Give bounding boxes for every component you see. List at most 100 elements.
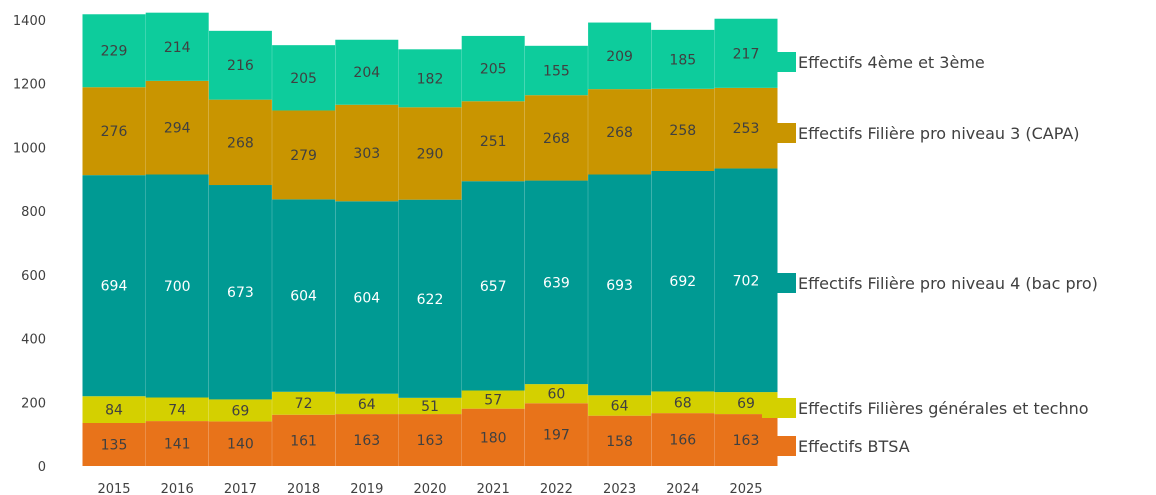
- bar-value-label: 268: [543, 131, 570, 147]
- bar-segment: [461, 181, 525, 391]
- x-tick-label: 2021: [477, 482, 510, 495]
- bar-value-label: 216: [227, 58, 254, 74]
- bar-segment: [651, 29, 715, 89]
- y-tick-label: 1400: [13, 14, 46, 29]
- bar-segment: [208, 99, 272, 186]
- bar-value-label: 268: [606, 125, 633, 141]
- y-tick-label: 0: [38, 460, 46, 475]
- bar-segment: [398, 397, 462, 415]
- bar-segment: [524, 95, 588, 181]
- bar-segment: [335, 393, 399, 415]
- bar-segment: [651, 171, 715, 392]
- bar-segment: [82, 422, 146, 466]
- bar-segment: [461, 35, 525, 102]
- bar-value-label: 692: [669, 274, 696, 290]
- bar-segment: [714, 392, 778, 415]
- bar-value-label: 166: [669, 433, 696, 449]
- legend-swatch: [762, 273, 796, 293]
- bar-value-label: 197: [543, 428, 570, 444]
- legend-label: Effectifs Filière pro niveau 4 (bac pro): [798, 274, 1098, 293]
- x-tick-label: 2023: [603, 482, 636, 495]
- bar-value-label: 229: [101, 44, 128, 60]
- bar-value-label: 702: [733, 273, 760, 289]
- legend-swatch: [762, 436, 796, 456]
- bar-value-label: 163: [417, 433, 444, 449]
- bar-segment: [335, 39, 399, 105]
- bar-value-label: 60: [547, 387, 565, 403]
- y-axis: 0 200 400 600 800 1000 1200 1400: [13, 14, 46, 475]
- y-tick-label: 600: [21, 269, 46, 284]
- legend-label: Effectifs 4ème et 3ème: [798, 53, 985, 72]
- bar-segment: [524, 384, 588, 404]
- bar-segment: [208, 421, 272, 466]
- legend-swatch: [762, 398, 796, 418]
- bar-segment: [335, 201, 399, 394]
- bar-segment: [588, 22, 652, 90]
- bar-value-label: 204: [353, 65, 380, 81]
- bar-segment: [208, 399, 272, 422]
- x-tick-label: 2017: [224, 482, 257, 495]
- bar-value-label: 205: [480, 62, 507, 78]
- legend: Effectifs 4ème et 3ème Effectifs Filière …: [762, 52, 1098, 456]
- bar-segment: [461, 408, 525, 466]
- bar-value-label: 217: [733, 46, 760, 62]
- bar-segment: [272, 391, 336, 415]
- bar-value-label: 205: [290, 71, 317, 87]
- bar-segment: [588, 395, 652, 416]
- x-axis: 2015 2016 2017 2018 2019 2020 2021 2022 2023 2024…: [97, 482, 762, 495]
- bar-segment: [524, 403, 588, 466]
- x-tick-label: 2020: [413, 482, 446, 495]
- bar-value-label: 251: [480, 134, 507, 150]
- bar-value-label: 303: [353, 146, 380, 162]
- y-tick-label: 800: [21, 205, 46, 220]
- bar-segment: [82, 396, 146, 423]
- bar-value-label: 182: [417, 71, 444, 87]
- bar-segment: [272, 110, 336, 200]
- bar-segment: [588, 89, 652, 175]
- bar-segment: [145, 421, 209, 466]
- bar-segment: [588, 415, 652, 466]
- bar-segment: [398, 199, 462, 398]
- bar-segment: [651, 88, 715, 172]
- bar-segment: [82, 175, 146, 397]
- legend-swatch: [762, 123, 796, 143]
- bar-segment: [461, 390, 525, 409]
- bar-segment: [651, 391, 715, 414]
- bar-value-label: 158: [606, 434, 633, 450]
- legend-swatch: [762, 52, 796, 72]
- bar-value-label: 163: [353, 433, 380, 449]
- x-tick-label: 2019: [350, 482, 383, 495]
- bar-value-label: 69: [737, 396, 755, 412]
- bar-value-label: 64: [358, 397, 376, 413]
- legend-label: Effectifs Filière pro niveau 3 (CAPA): [798, 124, 1080, 143]
- bar-value-label: 51: [421, 399, 439, 415]
- bar-value-label: 294: [164, 121, 191, 137]
- bar-value-label: 209: [606, 49, 633, 65]
- x-tick-label: 2024: [666, 482, 699, 495]
- bar-value-label: 694: [101, 279, 128, 295]
- bar-value-label: 57: [484, 393, 502, 409]
- bar-value-label: 290: [417, 146, 444, 162]
- y-tick-label: 1000: [13, 141, 46, 156]
- bar-segment: [82, 87, 146, 176]
- bar-value-label: 258: [669, 123, 696, 139]
- y-tick-label: 400: [21, 333, 46, 348]
- bar-value-label: 279: [290, 148, 317, 164]
- bar-segment: [145, 80, 209, 175]
- bar-segment: [398, 414, 462, 466]
- bar-segment: [272, 199, 336, 392]
- bar-segment: [651, 413, 715, 466]
- x-tick-label: 2015: [97, 482, 130, 495]
- bar-segment: [335, 414, 399, 466]
- x-tick-label: 2022: [540, 482, 573, 495]
- x-tick-label: 2018: [287, 482, 320, 495]
- bar-segment: [335, 104, 399, 202]
- bar-value-label: 604: [290, 289, 317, 305]
- bar-value-label: 68: [674, 395, 692, 411]
- bar-value-label: 185: [669, 52, 696, 68]
- bar-segment: [272, 45, 336, 111]
- bar-segment: [272, 414, 336, 466]
- bar-value-label: 693: [606, 278, 633, 294]
- bar-segment: [208, 30, 272, 100]
